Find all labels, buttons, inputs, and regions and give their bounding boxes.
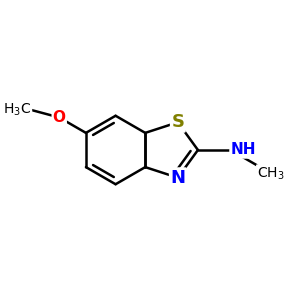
Text: H$_3$C: H$_3$C — [3, 102, 31, 118]
Text: O: O — [53, 110, 66, 125]
Text: CH$_3$: CH$_3$ — [257, 165, 285, 182]
Text: S: S — [171, 113, 184, 131]
Text: N: N — [170, 169, 185, 187]
Text: NH: NH — [230, 142, 256, 158]
